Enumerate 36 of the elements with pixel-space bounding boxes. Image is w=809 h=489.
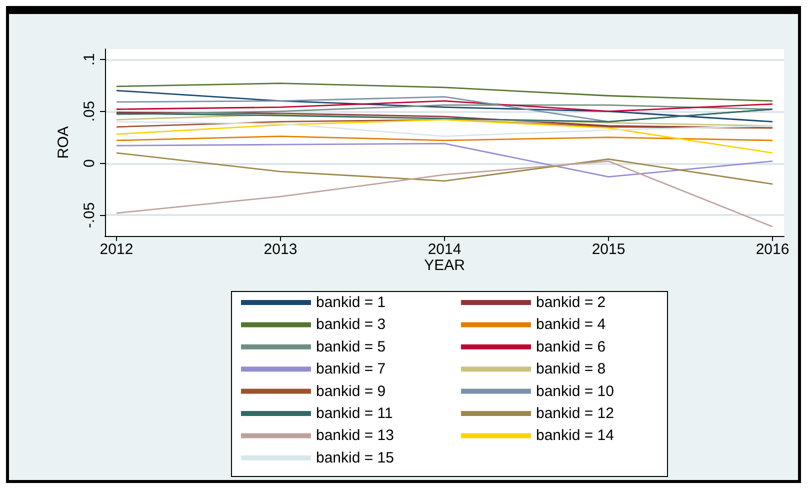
x-tick-label: 2012	[100, 241, 134, 258]
legend-label: bankid = 2	[536, 294, 606, 311]
line-series	[116, 90, 774, 122]
legend-label: bankid = 8	[536, 360, 606, 378]
line-series	[116, 142, 774, 178]
legend-label: bankid = 9	[316, 382, 386, 400]
y-tick-label: -.05	[81, 202, 98, 228]
x-axis-title: YEAR	[424, 256, 466, 274]
line-series	[116, 121, 774, 137]
line-series	[116, 82, 774, 102]
legend-label: bankid = 13	[316, 427, 394, 444]
legend-label: bankid = 11	[316, 405, 393, 422]
legend-label: bankid = 5	[316, 338, 386, 356]
line-series	[116, 118, 774, 154]
legend-label: bankid = 3	[316, 316, 386, 334]
x-tick-label: 2013	[264, 241, 298, 258]
line-series	[116, 118, 774, 129]
x-tick-label: 2014	[428, 241, 462, 258]
legend-label: bankid = 7	[316, 360, 386, 378]
y-tick-label: .05	[81, 100, 98, 122]
y-tick-label: 0	[81, 159, 98, 168]
legend-label: bankid = 14	[536, 427, 614, 444]
y-tick-label: .1	[81, 53, 98, 66]
x-tick-label: 2016	[756, 241, 790, 258]
line-series	[116, 152, 774, 185]
legend-label: bankid = 1	[316, 294, 386, 311]
y-axis-title: ROA	[55, 126, 72, 159]
line-series	[116, 108, 774, 122]
legend-label: bankid = 4	[536, 316, 606, 334]
legend-label: bankid = 10	[536, 382, 614, 400]
legend-label: bankid = 6	[536, 338, 606, 356]
legend-label: bankid = 15	[316, 449, 394, 466]
line-series	[116, 160, 774, 228]
x-tick-label: 2015	[592, 241, 626, 258]
legend-label: bankid = 12	[536, 405, 614, 422]
line-series	[116, 100, 774, 112]
